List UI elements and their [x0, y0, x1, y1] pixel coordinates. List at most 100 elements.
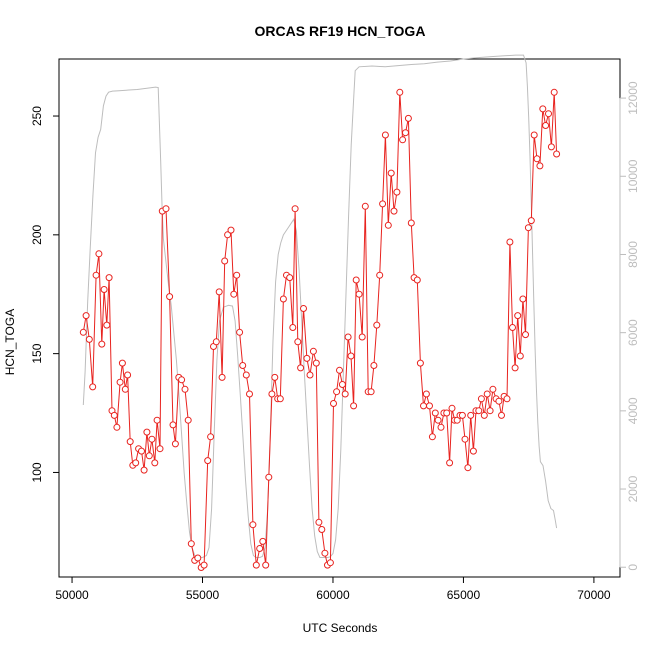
y-axis-label: HCN_TOGA: [3, 309, 17, 375]
hcn-point: [249, 521, 257, 529]
x-tick-label: 70000: [577, 588, 611, 602]
hcn-series: [79, 88, 561, 571]
x-tick-label: 60000: [316, 588, 350, 602]
hcn-point: [105, 274, 113, 282]
hcn-point: [341, 390, 349, 398]
hcn-point: [85, 335, 93, 343]
hcn-point: [422, 390, 430, 398]
hcn-point: [200, 561, 208, 569]
hcn-point: [431, 409, 439, 417]
altitude-series: [82, 54, 558, 558]
hcn-point: [79, 328, 87, 336]
hcn-point: [407, 219, 415, 227]
right-tick-label: 12000: [626, 81, 640, 115]
hcn-point: [171, 440, 179, 448]
hcn-point: [426, 402, 433, 410]
hcn-point: [469, 447, 477, 455]
hcn-point: [530, 131, 538, 139]
hcn-point: [399, 136, 407, 144]
right-tick-label: 6000: [626, 319, 640, 346]
hcn-point: [318, 526, 326, 533]
hcn-point: [303, 354, 311, 362]
hcn-point: [464, 464, 472, 472]
hcn-point: [404, 114, 412, 122]
hcn-point: [98, 340, 106, 348]
hcn-point: [347, 352, 355, 360]
hcn-point: [204, 457, 212, 465]
hcn-point: [350, 402, 358, 410]
x-tick-label: 65000: [447, 588, 481, 602]
y-tick-label: 250: [30, 106, 44, 126]
hcn-point: [509, 324, 516, 331]
hcn-point: [376, 271, 384, 279]
hcn-point: [184, 416, 192, 424]
hcn-point: [289, 324, 297, 331]
hcn-point: [336, 366, 343, 374]
hcn-point: [486, 407, 494, 415]
hcn-point: [242, 371, 250, 379]
hcn-point: [333, 388, 341, 396]
hcn-point: [402, 129, 409, 137]
x-axis-label: UTC Seconds: [303, 621, 378, 635]
hcn-point: [446, 459, 454, 467]
hcn-point: [483, 390, 491, 398]
hcn-point: [326, 559, 334, 567]
hcn-point: [539, 105, 547, 113]
hcn-point: [100, 286, 108, 293]
hcn-point: [434, 416, 442, 424]
hcn-point: [467, 411, 475, 419]
hcn-point: [524, 224, 532, 232]
hcn-point: [95, 250, 103, 258]
hcn-point: [279, 295, 287, 303]
hcn-point: [503, 395, 511, 403]
hcn-point: [148, 435, 156, 443]
hcn-point: [352, 276, 360, 284]
hcn-point: [443, 409, 451, 417]
y-tick-label: 200: [30, 225, 44, 245]
hcn-point: [330, 400, 337, 407]
hcn-point: [315, 518, 323, 526]
hcn-point: [156, 445, 164, 453]
hcn-point: [194, 554, 202, 562]
hcn-point: [312, 359, 320, 367]
hcn-point: [480, 411, 488, 419]
hcn-point: [166, 293, 174, 301]
hcn-point: [153, 416, 161, 424]
hcn-point: [151, 459, 159, 467]
hcn-point: [390, 207, 398, 215]
hcn-point: [187, 540, 195, 548]
hcn-point: [178, 376, 186, 384]
hcn-point: [498, 411, 505, 419]
hcn-point: [181, 385, 189, 393]
hcn-point: [358, 333, 366, 341]
altitude-line: [82, 54, 558, 558]
y-tick-label: 100: [30, 462, 44, 482]
hcn-point: [547, 143, 555, 151]
hcn-point: [381, 131, 389, 139]
hcn-point: [489, 385, 497, 393]
hcn-point: [162, 205, 170, 213]
hcn-point: [522, 331, 529, 339]
hcn-point: [132, 459, 140, 467]
hcn-point: [306, 371, 314, 379]
y-axis: 100 150 200 250: [30, 106, 59, 482]
right-tick-label: 10000: [626, 159, 640, 193]
hcn-point: [138, 447, 145, 455]
hcn-point: [384, 221, 392, 229]
hcn-point: [246, 390, 253, 398]
hcn-point: [475, 407, 483, 415]
hcn-point: [387, 169, 395, 177]
hcn-point: [118, 359, 126, 367]
hcn-point: [533, 155, 541, 163]
hcn-point: [230, 290, 238, 298]
hcn-point: [271, 373, 279, 381]
hcn-point: [218, 373, 226, 381]
hcn-point: [82, 312, 90, 320]
hcn-point: [143, 428, 151, 436]
hcn-point: [495, 397, 503, 405]
hcn-point: [221, 257, 229, 265]
hcn-point: [519, 295, 527, 303]
hcn-point: [227, 226, 235, 234]
hcn-point: [256, 545, 264, 552]
hcn-point: [215, 288, 223, 296]
